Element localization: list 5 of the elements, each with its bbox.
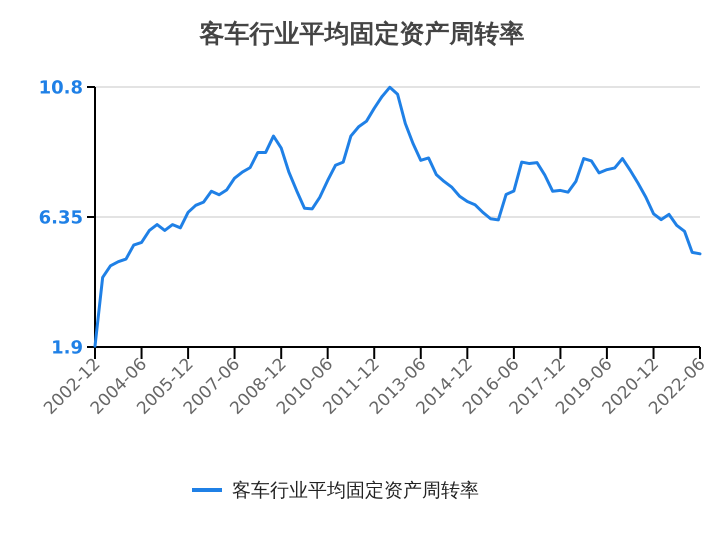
y-tick-label: 1.9 — [51, 337, 83, 358]
chart-title: 客车行业平均固定资产周转率 — [198, 19, 524, 48]
legend-label: 客车行业平均固定资产周转率 — [232, 480, 479, 502]
y-tick-label: 10.8 — [38, 77, 83, 98]
y-tick-label: 6.35 — [38, 207, 83, 228]
